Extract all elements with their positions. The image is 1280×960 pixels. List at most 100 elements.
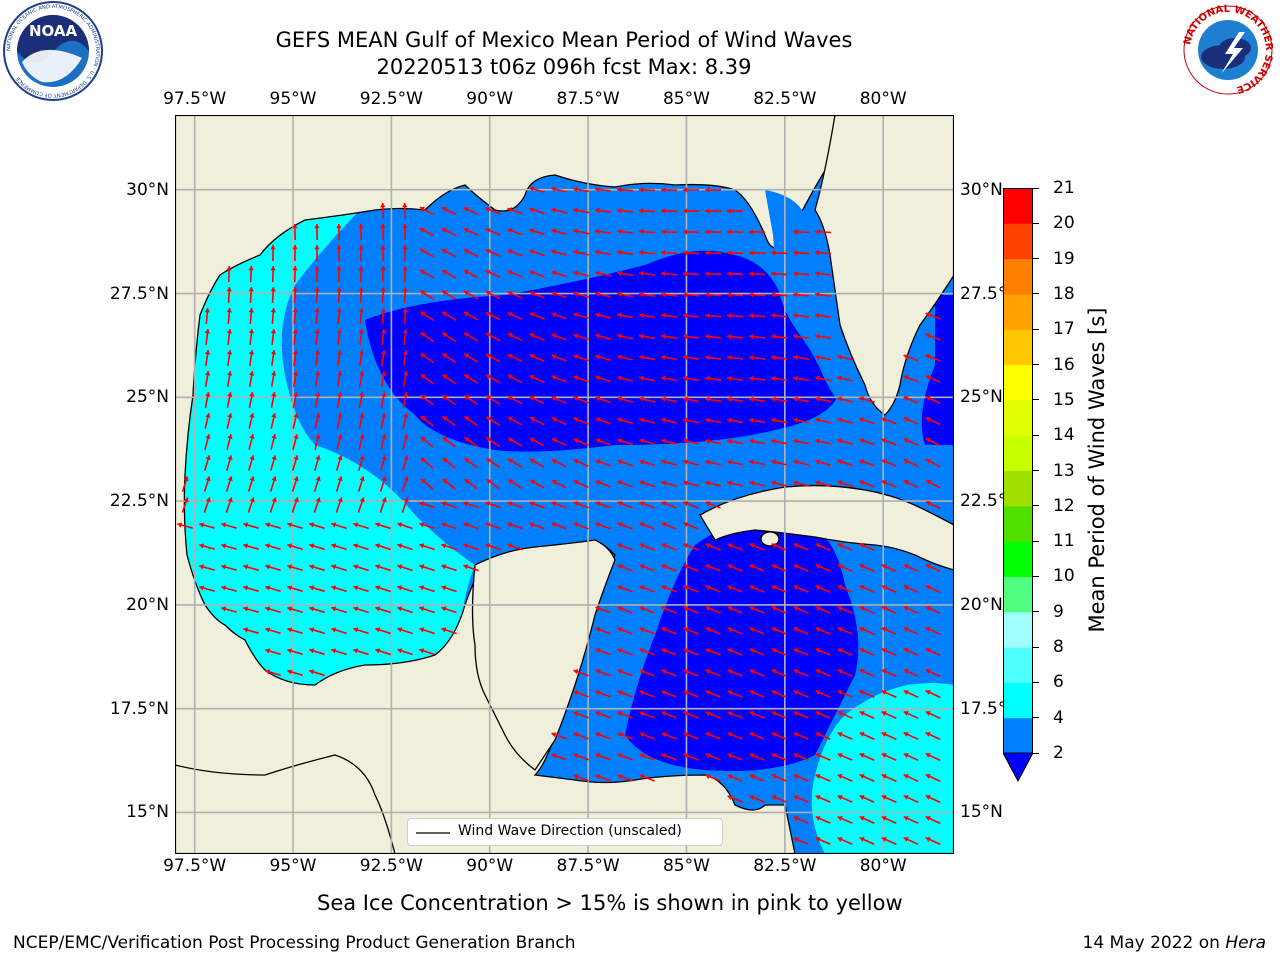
direction-arrow [793,795,809,803]
lat-tick-right: 20°N [960,594,1003,615]
direction-arrow [353,648,369,656]
direction-arrow [573,270,589,277]
direction-arrow [419,248,435,258]
direction-arrow [814,270,832,277]
colorbar-tick-mark [1033,222,1039,224]
direction-arrow [551,416,567,426]
colorbar-tick-label: 12 [1053,495,1075,516]
direction-arrow [704,229,722,235]
direction-arrow [573,249,589,256]
direction-arrow [529,479,545,489]
direction-arrow [441,227,457,237]
direction-arrow [683,606,699,614]
direction-arrow [507,395,523,405]
direction-arrow [199,564,215,571]
direction-arrow [270,307,277,325]
direction-arrow [815,774,831,782]
direction-arrow [704,271,722,277]
direction-arrow [925,626,941,636]
direction-arrow [704,250,722,256]
direction-arrow [314,223,320,241]
direction-arrow [529,207,545,215]
direction-arrow [881,584,897,594]
direction-arrow [177,522,193,529]
direction-arrow [507,311,523,321]
direction-arrow [358,349,365,367]
direction-arrow [638,312,656,319]
direction-arrow [925,416,941,426]
direction-arrow [402,223,408,241]
direction-arrow [859,543,875,551]
direction-arrow [837,606,853,614]
direction-arrow [749,669,765,677]
direction-arrow [441,501,457,509]
direction-arrow [485,207,501,215]
direction-arrow [313,497,321,513]
direction-arrow [661,459,677,466]
direction-arrow [551,207,567,214]
direction-arrow [726,271,744,277]
direction-arrow [463,269,479,279]
direction-arrow [573,669,589,677]
colorbar-band [1003,188,1033,224]
direction-arrow [269,476,277,492]
direction-arrow [814,229,832,235]
direction-arrow [529,186,545,193]
direction-arrow [375,564,391,572]
direction-arrow [881,710,897,720]
direction-arrow [402,202,408,220]
direction-arrow [336,349,343,367]
direction-arrow [507,458,523,468]
direction-arrow [353,585,369,593]
direction-arrow [748,333,766,340]
direction-arrow [903,605,919,615]
direction-arrow [551,354,567,362]
direction-arrow [375,522,391,530]
direction-arrow [793,438,809,445]
direction-arrow [464,478,478,490]
direction-arrow [397,648,413,656]
colorbar-band [1003,611,1033,648]
direction-arrow [595,480,611,488]
direction-arrow [749,648,765,656]
lon-tick-bottom: 80°W [859,856,907,876]
colorbar-tick-mark [1033,681,1039,683]
direction-arrow [441,606,457,614]
direction-arrow [441,290,457,300]
direction-arrow [616,270,634,277]
direction-arrow [309,522,325,530]
direction-arrow [683,648,699,656]
direction-arrow [815,396,831,403]
direction-arrow [507,374,523,384]
direction-arrow [291,497,299,513]
direction-arrow [859,795,875,803]
direction-arrow [793,669,809,677]
direction-arrow [336,265,342,283]
direction-arrow [925,375,941,383]
direction-arrow [793,417,809,424]
direction-arrow [771,753,787,761]
direction-arrow [748,396,766,403]
direction-arrow [903,354,919,362]
direction-arrow [402,286,408,304]
direction-arrow [903,626,919,636]
direction-arrow [595,711,611,719]
direction-arrow [771,774,787,782]
direction-arrow [247,476,255,492]
direction-arrow [529,249,545,257]
direction-arrow [815,417,831,424]
direction-arrow [770,312,788,319]
direction-arrow [749,585,765,593]
direction-arrow [573,690,589,698]
direction-arrow [748,229,766,235]
direction-arrow [353,606,369,614]
direction-arrow [661,585,677,593]
direction-arrow [397,522,413,530]
direction-arrow [617,480,633,488]
direction-arrow [265,669,281,677]
direction-arrow [314,349,321,367]
direction-arrow [705,627,721,635]
direction-arrow [292,328,299,346]
direction-arrow [704,208,722,214]
direction-arrow [881,480,897,488]
